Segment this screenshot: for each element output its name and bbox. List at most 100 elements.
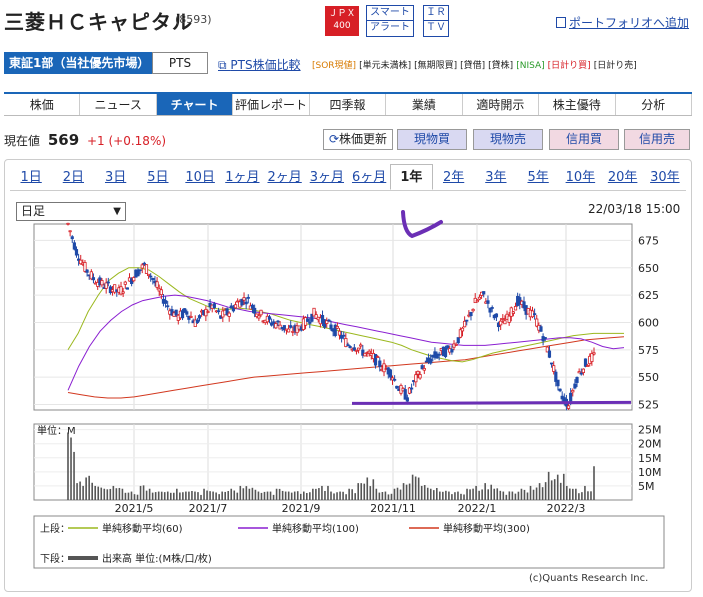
volume-bar <box>306 493 308 500</box>
volume-bar <box>100 487 103 500</box>
interval-select[interactable]: 日足 ▼ <box>16 202 126 221</box>
margin-buy-button[interactable]: 信用買 <box>549 129 619 150</box>
candle-body <box>121 291 125 294</box>
candle-body <box>91 277 96 281</box>
period-5y[interactable]: 5年 <box>527 170 549 185</box>
volume-bar <box>287 491 290 500</box>
feature-tags: [SOR現値] [単元未満株] [無期限買] [貸借] [貸株] [NISA] [日計り買]… <box>312 58 640 71</box>
candle-body <box>454 343 458 346</box>
y-tick-label: 525 <box>638 399 659 412</box>
candle-body <box>569 392 573 402</box>
candle-body <box>414 374 418 383</box>
volume-axis-label: 単位：M <box>37 424 76 437</box>
period-10y[interactable]: 10年 <box>565 170 596 185</box>
tag-indefinite: [無期限買] <box>414 61 458 71</box>
volume-bar <box>372 479 375 500</box>
smart-alert-button[interactable]: スマート アラート <box>366 5 414 37</box>
y-tick-label: 625 <box>638 289 659 302</box>
candle-body <box>503 320 507 325</box>
volume-bar <box>251 487 254 500</box>
candle-body <box>83 262 87 272</box>
volume-bar <box>417 477 420 500</box>
candle-body <box>113 284 117 293</box>
volume-bar <box>502 491 505 500</box>
volume-bar <box>381 492 384 500</box>
candle-body <box>348 346 352 349</box>
candle-body <box>482 291 486 295</box>
tab-earnings[interactable]: 業績 <box>386 94 463 115</box>
volume-bar <box>281 490 284 500</box>
period-20y[interactable]: 20年 <box>607 170 638 185</box>
tag-sor: [SOR現値] <box>312 61 357 71</box>
period-2y[interactable]: 2年 <box>442 170 465 185</box>
period-tabs: 1日 2日 3日 5日 10日 1ヶ月 2ヶ月 3ヶ月 6ヶ月 1年 2年 3年… <box>10 164 686 191</box>
candle-body <box>382 363 386 373</box>
tab-price[interactable]: 株価 <box>4 94 81 115</box>
market-tab-pts[interactable]: PTS <box>152 52 208 74</box>
period-5d[interactable]: 5日 <box>147 170 169 185</box>
period-1m[interactable]: 1ヶ月 <box>225 170 260 185</box>
volume-bar <box>166 491 169 500</box>
cash-sell-button[interactable]: 現物売 <box>473 129 543 150</box>
candle-body <box>320 314 325 323</box>
add-portfolio-link[interactable]: ポートフォリオへ追加 <box>556 14 689 31</box>
volume-bar <box>309 492 311 500</box>
cash-buy-button[interactable]: 現物買 <box>397 129 467 150</box>
volume-bar <box>496 488 499 500</box>
tab-rating-report[interactable]: 評価レポート <box>233 94 310 115</box>
tab-benefits[interactable]: 株主優待 <box>539 94 616 115</box>
candle-body <box>89 271 93 280</box>
legend-label: 単純移動平均(60) <box>102 522 183 535</box>
main-nav: 株価 ニュース チャート 評価レポート 四季報 業績 適時開示 株主優待 分析 <box>4 92 692 116</box>
period-30y[interactable]: 30年 <box>650 170 680 185</box>
candle-body <box>166 305 170 308</box>
volume-tick-label: 20M <box>638 438 662 451</box>
volume-bar <box>423 485 426 500</box>
period-1y[interactable]: 1年 <box>390 164 433 190</box>
period-6m[interactable]: 6ヶ月 <box>351 170 387 185</box>
price-row: 現在値 569 +1 (+0.18%) <box>4 131 166 149</box>
candle-body <box>416 370 420 375</box>
tab-news[interactable]: ニュース <box>80 94 157 115</box>
candle-body <box>586 365 590 367</box>
irtv-button[interactable]: ＩＲ ＴＶ <box>423 5 449 37</box>
candle-body <box>312 307 316 317</box>
volume-bar <box>272 494 275 500</box>
volume-bar <box>227 491 230 500</box>
period-10d[interactable]: 10日 <box>185 170 215 185</box>
period-1d[interactable]: 1日 <box>20 170 42 185</box>
company-title: 三菱ＨＣキャピタル <box>4 10 193 34</box>
margin-sell-button[interactable]: 信用売 <box>624 129 690 150</box>
y-tick-label: 675 <box>638 234 659 247</box>
tab-shikiho[interactable]: 四季報 <box>310 94 387 115</box>
volume-bar <box>257 491 260 500</box>
candle-body <box>185 311 189 315</box>
volume-bar <box>266 491 269 500</box>
volume-bar <box>239 485 242 500</box>
candle-body <box>216 310 221 313</box>
tab-chart[interactable]: チャート <box>156 94 234 115</box>
candle-body <box>289 325 293 328</box>
volume-bar <box>451 494 453 500</box>
tab-analysis[interactable]: 分析 <box>616 94 692 115</box>
x-tick-label: 2021/5 <box>115 502 154 515</box>
jpx400-badge[interactable]: ＪＰＸ 400 <box>325 6 359 36</box>
pts-compare-link[interactable]: ⧉ PTS株価比較 <box>218 56 301 73</box>
tag-nisa: [NISA] <box>516 61 545 71</box>
tab-disclosure[interactable]: 適時開示 <box>463 94 540 115</box>
period-3m[interactable]: 3ヶ月 <box>309 170 345 185</box>
volume-bar <box>330 491 332 500</box>
period-3d[interactable]: 3日 <box>104 170 127 185</box>
volume-bar <box>517 491 520 500</box>
period-3y[interactable]: 3年 <box>485 170 507 185</box>
period-2d[interactable]: 2日 <box>62 170 85 185</box>
period-2m[interactable]: 2ヶ月 <box>267 170 302 185</box>
volume-bar <box>221 491 223 500</box>
candle-body <box>180 310 185 319</box>
smart-label: スマート <box>367 6 413 21</box>
volume-bar <box>405 484 408 500</box>
volume-bar <box>375 488 378 500</box>
refresh-button[interactable]: ⟳株価更新 <box>323 129 393 150</box>
market-tab-tse1[interactable]: 東証1部（当社優先市場） <box>4 52 152 74</box>
